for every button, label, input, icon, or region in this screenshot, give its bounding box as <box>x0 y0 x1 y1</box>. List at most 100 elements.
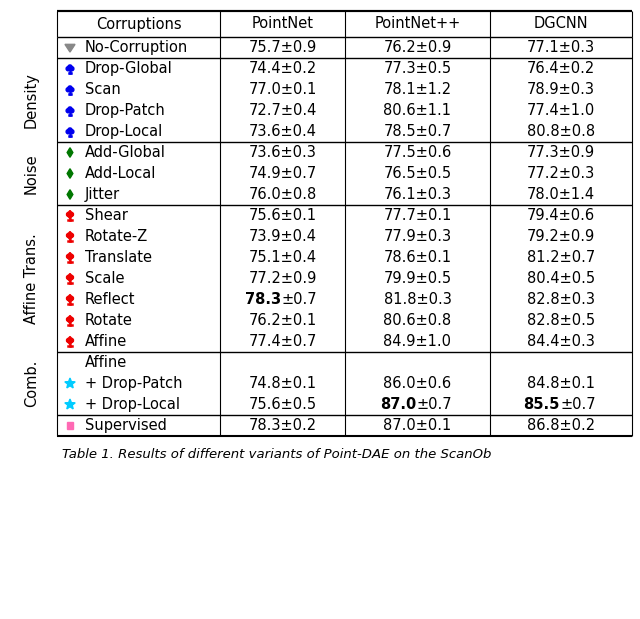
Text: Affine: Affine <box>85 334 127 349</box>
Circle shape <box>67 275 70 279</box>
Text: Comb.: Comb. <box>24 360 39 407</box>
Text: 78.3±0.2: 78.3±0.2 <box>248 418 317 433</box>
Text: ±0.7: ±0.7 <box>282 292 317 307</box>
Text: 75.7±0.9: 75.7±0.9 <box>248 40 317 55</box>
Text: DGCNN: DGCNN <box>534 17 588 32</box>
Text: 76.1±0.3: 76.1±0.3 <box>383 187 451 202</box>
Circle shape <box>66 67 70 71</box>
Circle shape <box>68 86 72 90</box>
Circle shape <box>69 339 74 342</box>
Text: 74.4±0.2: 74.4±0.2 <box>248 61 317 76</box>
Text: 81.2±0.7: 81.2±0.7 <box>527 250 595 265</box>
Text: 87.0±0.7: 87.0±0.7 <box>383 397 452 412</box>
Text: 78.5±0.7: 78.5±0.7 <box>383 124 452 139</box>
Polygon shape <box>67 278 74 282</box>
Text: 75.1±0.4: 75.1±0.4 <box>248 250 317 265</box>
Text: 79.9±0.5: 79.9±0.5 <box>383 271 452 286</box>
Text: 77.4±0.7: 77.4±0.7 <box>248 334 317 349</box>
Text: 77.3±0.5: 77.3±0.5 <box>383 61 452 76</box>
Text: 78.3±0.7: 78.3±0.7 <box>248 292 317 307</box>
Polygon shape <box>67 257 74 261</box>
Text: Drop-Local: Drop-Local <box>85 124 163 139</box>
Polygon shape <box>67 232 74 235</box>
Text: 80.6±0.8: 80.6±0.8 <box>383 313 452 328</box>
Text: 85.5±0.7: 85.5±0.7 <box>527 397 595 412</box>
Text: 75.6±0.5: 75.6±0.5 <box>248 397 317 412</box>
Text: 77.5±0.6: 77.5±0.6 <box>383 145 452 160</box>
Text: 80.8±0.8: 80.8±0.8 <box>527 124 595 139</box>
Text: Add-Local: Add-Local <box>85 166 156 181</box>
Text: 87.0±0.7: 87.0±0.7 <box>383 397 452 412</box>
Circle shape <box>69 254 74 258</box>
Circle shape <box>70 108 74 113</box>
Text: 86.8±0.2: 86.8±0.2 <box>527 418 595 433</box>
Text: 79.4±0.6: 79.4±0.6 <box>527 208 595 223</box>
Text: 77.4±1.0: 77.4±1.0 <box>527 103 595 118</box>
Text: 81.8±0.3: 81.8±0.3 <box>383 292 451 307</box>
Text: Rotate-Z: Rotate-Z <box>85 229 148 244</box>
Text: Noise: Noise <box>24 153 39 194</box>
Text: 73.6±0.3: 73.6±0.3 <box>248 145 316 160</box>
Polygon shape <box>67 341 74 345</box>
Text: 84.4±0.3: 84.4±0.3 <box>527 334 595 349</box>
Text: 77.0±0.1: 77.0±0.1 <box>248 82 317 97</box>
Text: Add-Global: Add-Global <box>85 145 166 160</box>
Circle shape <box>69 212 74 217</box>
Polygon shape <box>65 399 75 409</box>
Text: 76.2±0.9: 76.2±0.9 <box>383 40 452 55</box>
Text: 87.0: 87.0 <box>380 397 417 412</box>
Circle shape <box>69 233 74 238</box>
Text: 75.6±0.1: 75.6±0.1 <box>248 208 317 223</box>
Text: 78.6±0.1: 78.6±0.1 <box>383 250 452 265</box>
Text: Drop-Patch: Drop-Patch <box>85 103 166 118</box>
Text: Scale: Scale <box>85 271 125 286</box>
Circle shape <box>67 233 70 238</box>
Text: 84.9±1.0: 84.9±1.0 <box>383 334 451 349</box>
Text: 77.2±0.3: 77.2±0.3 <box>527 166 595 181</box>
Text: 72.7±0.4: 72.7±0.4 <box>248 103 317 118</box>
Polygon shape <box>67 210 74 214</box>
Text: No-Corruption: No-Corruption <box>85 40 188 55</box>
Text: Corruptions: Corruptions <box>96 17 181 32</box>
Circle shape <box>70 67 74 71</box>
Text: 76.2±0.1: 76.2±0.1 <box>248 313 317 328</box>
Polygon shape <box>67 337 74 340</box>
Text: Translate: Translate <box>85 250 152 265</box>
Polygon shape <box>65 378 75 388</box>
Text: Jitter: Jitter <box>85 187 120 202</box>
Text: Rotate: Rotate <box>85 313 133 328</box>
Polygon shape <box>65 45 75 52</box>
Circle shape <box>67 297 70 300</box>
Text: PointNet: PointNet <box>252 17 314 32</box>
Text: 77.7±0.1: 77.7±0.1 <box>383 208 452 223</box>
Bar <box>67 422 73 428</box>
Text: Table 1. Results of different variants of Point-DAE on the ScanOb: Table 1. Results of different variants o… <box>62 448 492 461</box>
Text: PointNet++: PointNet++ <box>374 17 461 32</box>
Text: ±0.7: ±0.7 <box>417 397 452 412</box>
Text: 78.3: 78.3 <box>245 292 282 307</box>
Polygon shape <box>67 169 73 178</box>
Text: 84.8±0.1: 84.8±0.1 <box>527 376 595 391</box>
Text: 80.6±1.1: 80.6±1.1 <box>383 103 451 118</box>
Polygon shape <box>67 215 74 219</box>
Circle shape <box>66 88 70 92</box>
Circle shape <box>70 88 74 92</box>
Circle shape <box>68 128 72 132</box>
Polygon shape <box>67 236 74 240</box>
Text: 77.9±0.3: 77.9±0.3 <box>383 229 452 244</box>
Text: 78.1±1.2: 78.1±1.2 <box>383 82 452 97</box>
Text: Shear: Shear <box>85 208 128 223</box>
Polygon shape <box>67 299 74 303</box>
Text: 87.0±0.1: 87.0±0.1 <box>383 418 452 433</box>
Text: 77.3±0.9: 77.3±0.9 <box>527 145 595 160</box>
Circle shape <box>69 318 74 321</box>
Polygon shape <box>67 316 74 319</box>
Text: Reflect: Reflect <box>85 292 136 307</box>
Text: 80.4±0.5: 80.4±0.5 <box>527 271 595 286</box>
Text: 76.0±0.8: 76.0±0.8 <box>248 187 317 202</box>
Text: 74.9±0.7: 74.9±0.7 <box>248 166 317 181</box>
Text: Drop-Global: Drop-Global <box>85 61 173 76</box>
Circle shape <box>68 65 72 69</box>
Circle shape <box>67 212 70 217</box>
Polygon shape <box>67 148 73 157</box>
